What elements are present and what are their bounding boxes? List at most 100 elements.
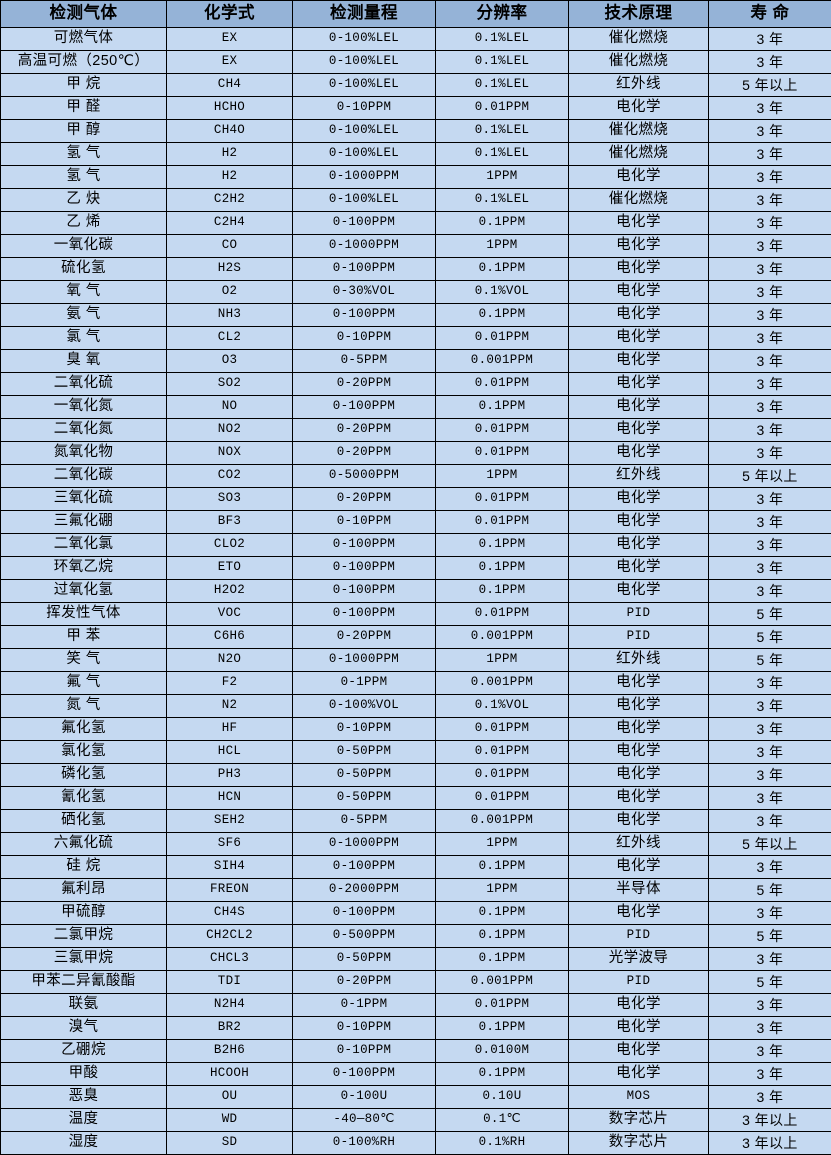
cell-gas: 环氧乙烷 [1, 557, 167, 580]
cell-formula: C2H2 [167, 189, 293, 212]
cell-resolution: 0.1%LEL [436, 74, 569, 97]
cell-gas: 氮氧化物 [1, 442, 167, 465]
cell-formula: NOX [167, 442, 293, 465]
cell-principle: 电化学 [569, 695, 709, 718]
cell-resolution: 0.01PPM [436, 787, 569, 810]
cell-gas: 氢 气 [1, 143, 167, 166]
cell-resolution: 0.01PPM [436, 97, 569, 120]
cell-lifespan: 5 年 [709, 971, 831, 994]
cell-range: 0-100PPM [293, 1063, 436, 1086]
cell-lifespan: 3 年 [709, 350, 831, 373]
cell-principle: 数字芯片 [569, 1109, 709, 1132]
cell-resolution: 0.001PPM [436, 672, 569, 695]
cell-resolution: 0.1%LEL [436, 120, 569, 143]
cell-resolution: 0.01PPM [436, 994, 569, 1017]
cell-principle: 电化学 [569, 994, 709, 1017]
cell-lifespan: 3 年 [709, 994, 831, 1017]
cell-gas: 乙 炔 [1, 189, 167, 212]
cell-gas: 六氟化硫 [1, 833, 167, 856]
cell-range: 0-100PPM [293, 534, 436, 557]
cell-principle: 电化学 [569, 327, 709, 350]
cell-range: 0-100PPM [293, 258, 436, 281]
cell-lifespan: 3 年 [709, 856, 831, 879]
cell-principle: 电化学 [569, 511, 709, 534]
cell-resolution: 0.1PPM [436, 1017, 569, 1040]
cell-gas: 温度 [1, 1109, 167, 1132]
cell-gas: 氧 气 [1, 281, 167, 304]
cell-principle: 电化学 [569, 258, 709, 281]
cell-gas: 氯化氢 [1, 741, 167, 764]
cell-formula: FREON [167, 879, 293, 902]
cell-range: 0-10PPM [293, 1040, 436, 1063]
cell-gas: 甲 醛 [1, 97, 167, 120]
cell-principle: 电化学 [569, 1040, 709, 1063]
cell-lifespan: 3 年 [709, 764, 831, 787]
cell-lifespan: 5 年 [709, 649, 831, 672]
cell-range: 0-100PPM [293, 304, 436, 327]
cell-lifespan: 3 年 [709, 189, 831, 212]
cell-formula: SD [167, 1132, 293, 1155]
cell-range: 0-100%LEL [293, 74, 436, 97]
cell-principle: 电化学 [569, 235, 709, 258]
cell-principle: 电化学 [569, 810, 709, 833]
cell-formula: CH2CL2 [167, 925, 293, 948]
cell-lifespan: 3 年 [709, 28, 831, 51]
cell-lifespan: 5 年 [709, 626, 831, 649]
cell-lifespan: 3 年 [709, 488, 831, 511]
cell-formula: CH4O [167, 120, 293, 143]
cell-formula: HCOOH [167, 1063, 293, 1086]
cell-lifespan: 3 年 [709, 557, 831, 580]
cell-principle: MOS [569, 1086, 709, 1109]
cell-lifespan: 3 年 [709, 258, 831, 281]
cell-gas: 氨 气 [1, 304, 167, 327]
cell-gas: 二氧化氮 [1, 419, 167, 442]
cell-formula: ETO [167, 557, 293, 580]
cell-resolution: 0.01PPM [436, 741, 569, 764]
cell-formula: OU [167, 1086, 293, 1109]
cell-gas: 恶臭 [1, 1086, 167, 1109]
cell-resolution: 0.1%LEL [436, 28, 569, 51]
cell-range: 0-50PPM [293, 948, 436, 971]
cell-lifespan: 3 年 [709, 51, 831, 74]
cell-principle: 电化学 [569, 442, 709, 465]
cell-lifespan: 5 年以上 [709, 74, 831, 97]
cell-formula: VOC [167, 603, 293, 626]
cell-lifespan: 3 年 [709, 511, 831, 534]
cell-principle: 红外线 [569, 465, 709, 488]
cell-lifespan: 3 年 [709, 741, 831, 764]
cell-lifespan: 3 年 [709, 97, 831, 120]
cell-formula: F2 [167, 672, 293, 695]
cell-resolution: 1PPM [436, 833, 569, 856]
cell-range: 0-5PPM [293, 350, 436, 373]
table-header-row: 检测气体 化学式 检测量程 分辨率 技术原理 寿 命 [1, 1, 831, 28]
cell-range: 0-100PPM [293, 856, 436, 879]
cell-gas: 甲 醇 [1, 120, 167, 143]
cell-range: 0-20PPM [293, 971, 436, 994]
cell-lifespan: 5 年以上 [709, 833, 831, 856]
cell-range: 0-100%VOL [293, 695, 436, 718]
cell-lifespan: 3 年 [709, 304, 831, 327]
cell-resolution: 0.1PPM [436, 948, 569, 971]
cell-range: 0-100%LEL [293, 51, 436, 74]
cell-range: 0-20PPM [293, 488, 436, 511]
cell-formula: C2H4 [167, 212, 293, 235]
cell-gas: 二氧化氯 [1, 534, 167, 557]
cell-formula: CH4S [167, 902, 293, 925]
cell-formula: HCL [167, 741, 293, 764]
cell-principle: PID [569, 925, 709, 948]
cell-resolution: 1PPM [436, 235, 569, 258]
cell-resolution: 0.1%LEL [436, 189, 569, 212]
cell-resolution: 0.01PPM [436, 327, 569, 350]
